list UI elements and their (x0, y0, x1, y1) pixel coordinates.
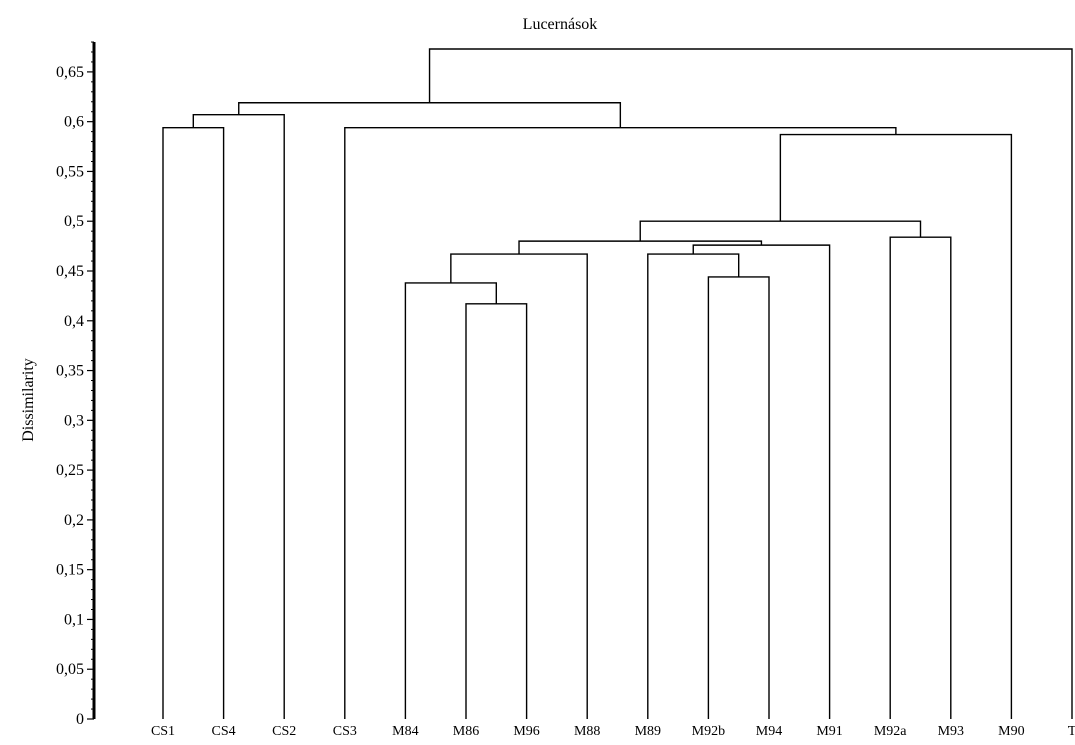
y-tick-label: 0,5 (64, 213, 84, 230)
y-tick-label: 0,2 (64, 512, 84, 529)
leaf-label: M91 (816, 724, 842, 739)
y-tick-label: 0 (76, 711, 84, 728)
leaf-label: M90 (998, 724, 1024, 739)
dendrogram-link (647, 253, 740, 719)
dendrogram-link (639, 220, 922, 242)
chart-title: Lucernások (523, 16, 598, 33)
y-tick-label: 0,1 (64, 611, 84, 628)
dendrogram-link (692, 244, 831, 719)
leaf-label: CS2 (272, 724, 296, 739)
y-tick-label: 0,15 (56, 562, 84, 579)
y-tick-label: 0,65 (56, 64, 84, 81)
dendrogram-link (428, 48, 1073, 719)
y-tick-label: 0,05 (56, 661, 84, 678)
dendrogram-link (162, 126, 225, 719)
leaf-label: M92a (874, 724, 907, 739)
leaf-label: M93 (938, 724, 964, 739)
leaf-label: M96 (513, 724, 539, 739)
leaf-label: M92b (692, 724, 725, 739)
dendrogram-link (465, 303, 528, 719)
dendrogram-link (518, 240, 763, 255)
dendrogram-link (238, 102, 622, 128)
leaf-label: CS4 (212, 724, 236, 739)
leaf-label: CS3 (333, 724, 357, 739)
leaf-labels: CS1 CS4 CS2 CS3 M84 M86 M96 M88 M89 M92b M94 M91 M92… (151, 724, 1075, 739)
dendrogram-link (192, 113, 285, 719)
leaf-label: T (1068, 724, 1075, 739)
y-axis-title: Dissimilarity (20, 358, 37, 442)
y-tick-label: 0,45 (56, 263, 84, 280)
leaf-label: M86 (453, 724, 479, 739)
dendrogram-link (404, 282, 497, 719)
dendrogram-link (450, 253, 588, 719)
y-tick-label: 0,55 (56, 163, 84, 180)
dendrogram-link (344, 126, 897, 719)
y-tick-label: 0,6 (64, 114, 84, 131)
leaf-label: M88 (574, 724, 600, 739)
leaf-label: M84 (392, 724, 418, 739)
y-tick-label: 0,3 (64, 412, 84, 429)
dendrogram-branches (162, 48, 1073, 719)
dendrogram-link (707, 276, 770, 719)
y-tick-label: 0,4 (64, 313, 84, 330)
dendrogram-link (779, 133, 1013, 719)
leaf-label: M89 (635, 724, 661, 739)
leaf-label: M94 (756, 724, 782, 739)
y-tick-label: 0,25 (56, 462, 84, 479)
leaf-label: CS1 (151, 724, 175, 739)
y-axis: 0 0,05 0,1 0,15 0,2 0,25 0,3 0,35 0,4 0,45 0,5 0,55… (56, 41, 96, 728)
dendrogram-link (889, 236, 952, 719)
y-tick-label: 0,35 (56, 363, 84, 380)
